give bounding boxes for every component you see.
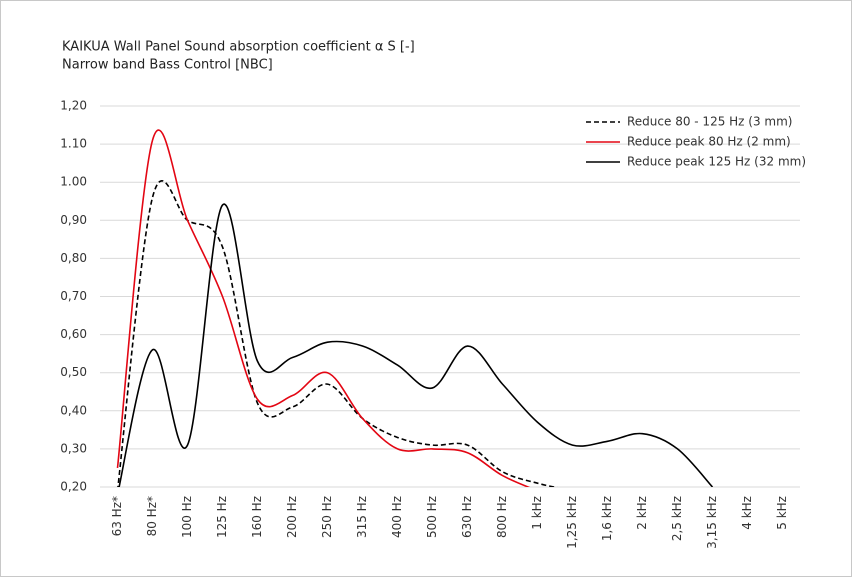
x-tick-label: 160 Hz [250, 496, 264, 538]
x-tick-label: 630 Hz [460, 496, 474, 538]
y-tick-label: 0,70 [60, 289, 87, 303]
y-tick-label: 1,20 [60, 99, 87, 113]
y-tick-label: 0,20 [60, 480, 87, 494]
y-tick-label: 0,30 [60, 441, 87, 455]
y-tick-label: 0,50 [60, 365, 87, 379]
x-tick-label: 80 Hz* [145, 496, 159, 536]
x-tick-label: 5 kHz [775, 496, 789, 530]
x-tick-label: 63 Hz* [110, 496, 124, 536]
line-series [116, 129, 531, 487]
x-tick-label: 4 kHz [740, 496, 754, 530]
x-tick-label: 1 kHz [530, 496, 544, 530]
y-tick-label: 0,90 [60, 213, 87, 227]
y-tick-label: 0,80 [60, 251, 87, 265]
legend-label: Reduce peak 125 Hz (32 mm) [627, 155, 806, 169]
plot-area [116, 129, 714, 487]
chart-title: KAIKUA Wall Panel Sound absorption coeff… [62, 40, 415, 55]
legend-label: Reduce 80 - 125 Hz (3 mm) [627, 115, 792, 129]
x-tick-label: 200 Hz [285, 496, 299, 538]
x-tick-label: 400 Hz [390, 496, 404, 538]
x-tick-label: 2,5 kHz [670, 496, 684, 541]
x-tick-label: 3,15 kHz [705, 496, 719, 549]
x-tick-label: 100 Hz [180, 496, 194, 538]
line-series [117, 180, 558, 487]
x-tick-label: 500 Hz [425, 496, 439, 538]
y-tick-label: 0,60 [60, 327, 87, 341]
x-tick-label: 315 Hz [355, 496, 369, 538]
x-tick-label: 800 Hz [495, 496, 509, 538]
x-tick-label: 2 kHz [635, 496, 649, 530]
y-tick-label: 0,40 [60, 403, 87, 417]
x-tick-label: 250 Hz [320, 496, 334, 538]
chart-subtitle: Narrow band Bass Control [NBC] [62, 58, 273, 73]
x-tick-label: 125 Hz [215, 496, 229, 538]
y-tick-label: 1.00 [60, 175, 87, 189]
x-tick-label: 1,6 kHz [600, 496, 614, 541]
x-tick-label: 1,25 kHz [565, 496, 579, 549]
legend-label: Reduce peak 80 Hz (2 mm) [627, 135, 791, 149]
line-series [118, 203, 714, 487]
y-tick-label: 1.10 [60, 137, 87, 151]
